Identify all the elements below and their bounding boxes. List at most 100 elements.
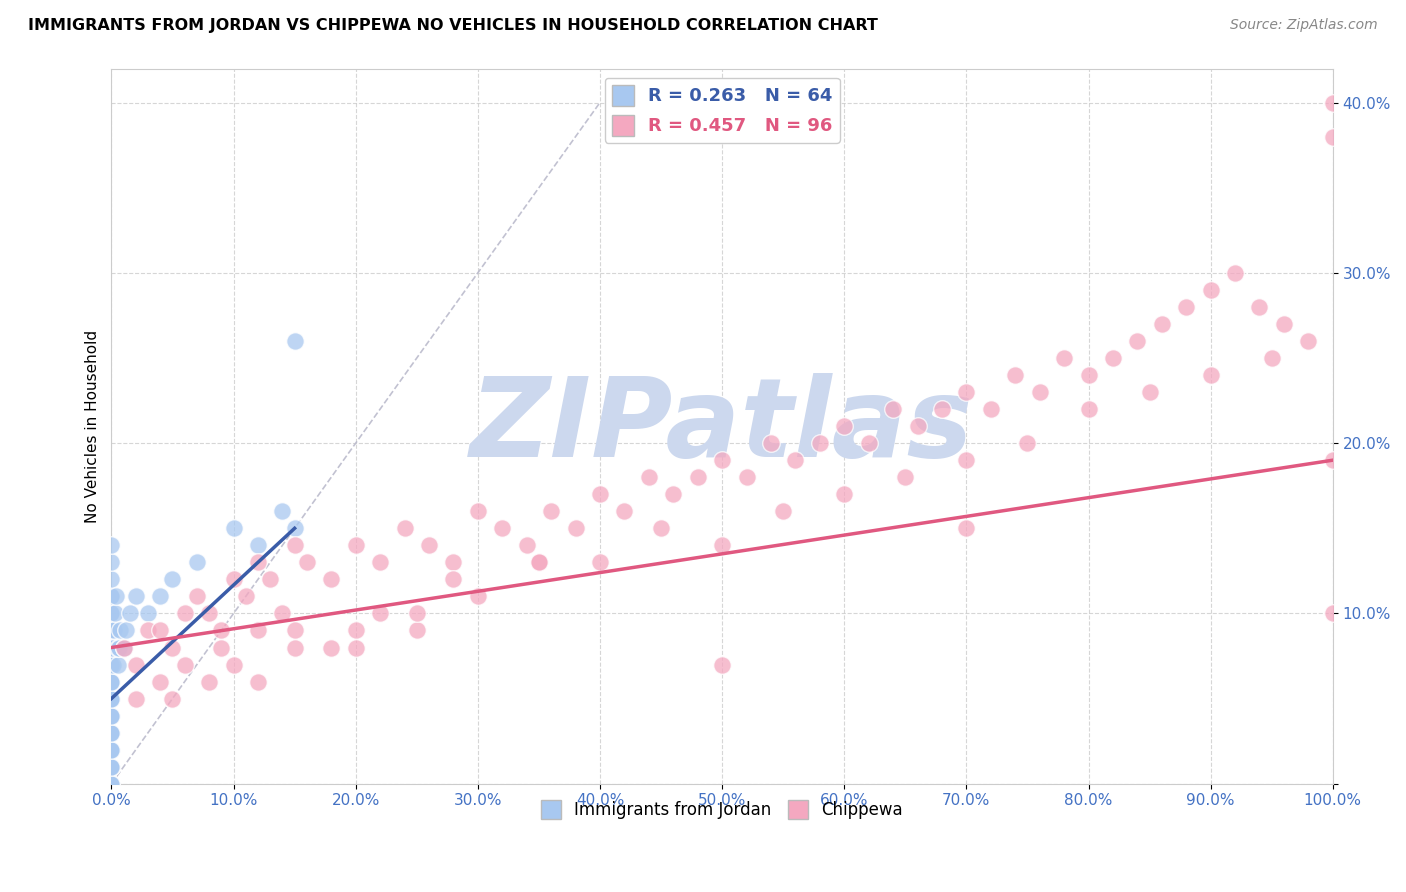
Point — [1322, 129, 1344, 144]
Point — [246, 555, 269, 569]
Point — [246, 624, 269, 638]
Point — [1322, 607, 1344, 621]
Point — [1053, 351, 1076, 365]
Point — [759, 436, 782, 450]
Point — [100, 607, 122, 621]
Point — [527, 555, 550, 569]
Point — [100, 708, 122, 723]
Point — [101, 657, 124, 672]
Point — [100, 640, 122, 655]
Point — [198, 607, 221, 621]
Text: Source: ZipAtlas.com: Source: ZipAtlas.com — [1230, 18, 1378, 32]
Point — [100, 674, 122, 689]
Point — [100, 624, 122, 638]
Point — [1298, 334, 1320, 348]
Point — [808, 436, 831, 450]
Point — [107, 640, 129, 655]
Point — [100, 760, 122, 774]
Point — [955, 385, 977, 400]
Point — [955, 453, 977, 467]
Point — [100, 691, 122, 706]
Point — [955, 521, 977, 535]
Point — [711, 538, 734, 552]
Point — [100, 760, 122, 774]
Point — [100, 760, 122, 774]
Point — [235, 590, 257, 604]
Point — [516, 538, 538, 552]
Point — [198, 674, 221, 689]
Point — [467, 504, 489, 518]
Point — [1249, 300, 1271, 314]
Point — [711, 657, 734, 672]
Point — [321, 640, 343, 655]
Point — [209, 640, 232, 655]
Point — [650, 521, 672, 535]
Point — [1272, 317, 1295, 331]
Point — [222, 521, 245, 535]
Point — [284, 624, 307, 638]
Point — [100, 590, 122, 604]
Point — [284, 334, 307, 348]
Point — [100, 725, 122, 739]
Point — [785, 453, 807, 467]
Point — [1150, 317, 1173, 331]
Point — [491, 521, 513, 535]
Point — [772, 504, 794, 518]
Point — [149, 590, 172, 604]
Point — [100, 657, 122, 672]
Point — [418, 538, 440, 552]
Point — [125, 691, 148, 706]
Point — [100, 640, 122, 655]
Point — [1004, 368, 1026, 382]
Point — [100, 555, 122, 569]
Point — [832, 419, 855, 434]
Point — [100, 777, 122, 791]
Point — [222, 573, 245, 587]
Point — [100, 725, 122, 739]
Point — [894, 470, 917, 484]
Point — [1223, 266, 1246, 280]
Point — [284, 640, 307, 655]
Legend: Immigrants from Jordan, Chippewa: Immigrants from Jordan, Chippewa — [534, 793, 910, 825]
Point — [907, 419, 929, 434]
Point — [100, 725, 122, 739]
Point — [1322, 95, 1344, 110]
Point — [100, 573, 122, 587]
Point — [125, 590, 148, 604]
Point — [832, 487, 855, 501]
Point — [162, 691, 184, 706]
Point — [100, 742, 122, 756]
Point — [405, 607, 427, 621]
Point — [1028, 385, 1050, 400]
Point — [589, 555, 612, 569]
Point — [100, 691, 122, 706]
Point — [100, 538, 122, 552]
Point — [344, 624, 367, 638]
Point — [162, 573, 184, 587]
Point — [368, 555, 391, 569]
Point — [100, 590, 122, 604]
Point — [1077, 368, 1099, 382]
Point — [100, 725, 122, 739]
Point — [271, 607, 294, 621]
Point — [858, 436, 880, 450]
Point — [115, 624, 138, 638]
Point — [100, 691, 122, 706]
Point — [104, 607, 127, 621]
Point — [271, 504, 294, 518]
Text: ZIPatlas: ZIPatlas — [470, 373, 974, 480]
Point — [112, 640, 135, 655]
Point — [441, 573, 464, 587]
Point — [394, 521, 416, 535]
Point — [100, 760, 122, 774]
Point — [100, 607, 122, 621]
Point — [1077, 402, 1099, 417]
Point — [107, 640, 129, 655]
Point — [100, 691, 122, 706]
Point — [100, 742, 122, 756]
Point — [100, 674, 122, 689]
Point — [284, 521, 307, 535]
Point — [136, 607, 159, 621]
Point — [882, 402, 904, 417]
Point — [564, 521, 586, 535]
